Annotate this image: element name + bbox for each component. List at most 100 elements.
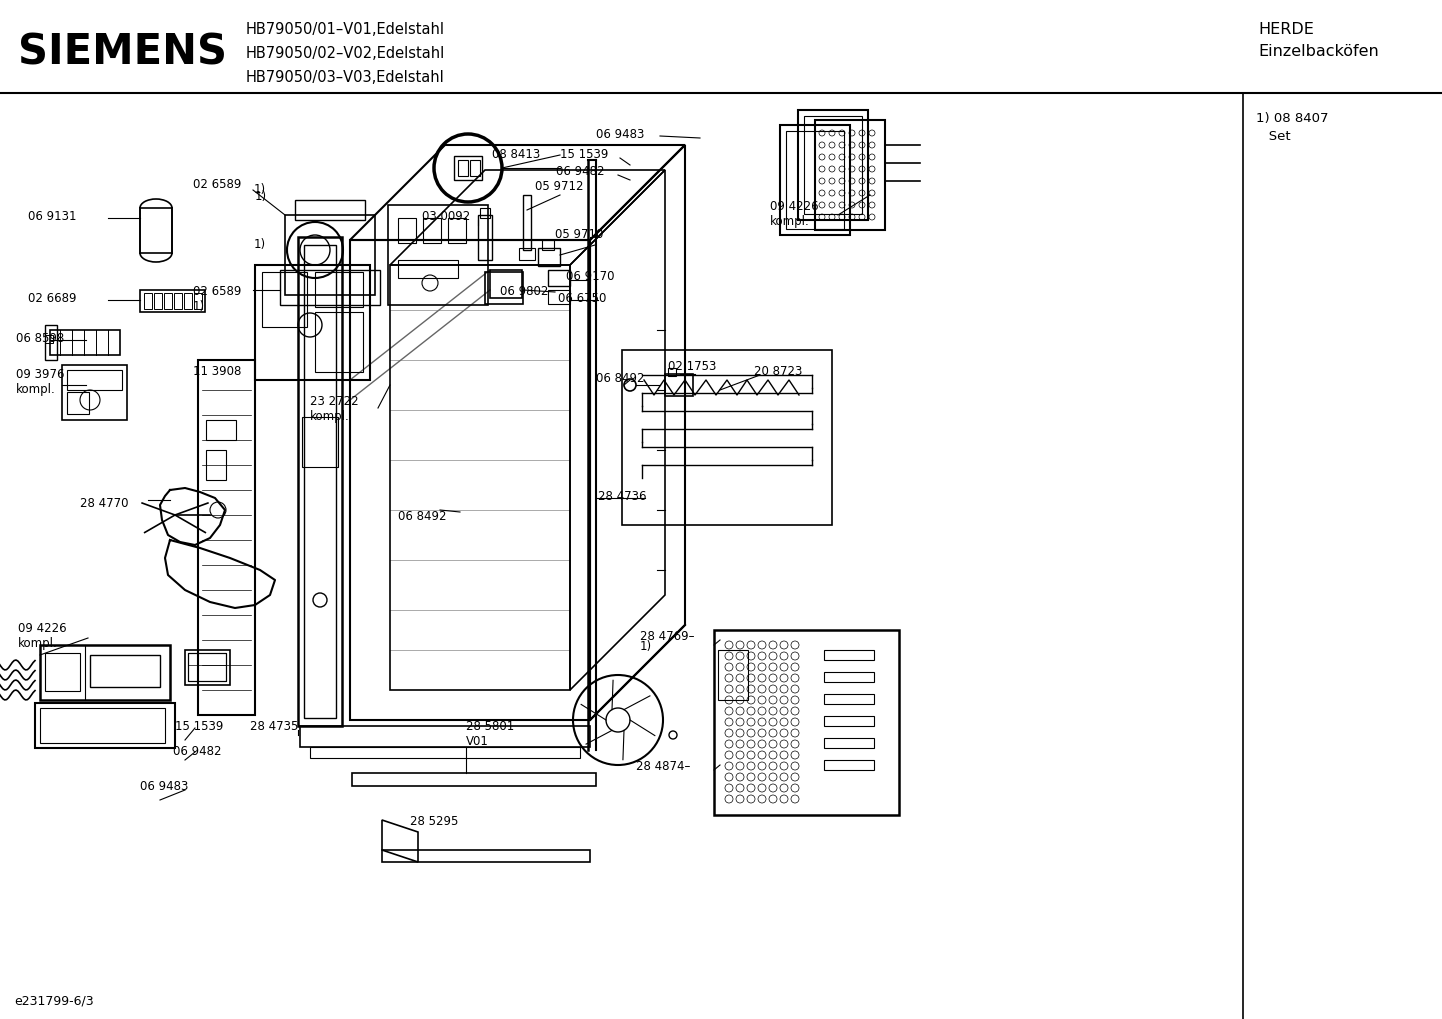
Text: 02 6589
1): 02 6589 1): [193, 285, 241, 313]
Bar: [314, 312, 363, 372]
Text: 08 8413: 08 8413: [492, 148, 541, 161]
Bar: [40, 708, 164, 743]
Bar: [714, 630, 898, 815]
Text: 06 9483: 06 9483: [596, 128, 645, 141]
Bar: [538, 248, 559, 266]
Bar: [823, 738, 874, 748]
Text: HB79050/03–V03,Edelstahl: HB79050/03–V03,Edelstahl: [247, 70, 444, 85]
Bar: [50, 330, 120, 355]
Bar: [154, 293, 162, 309]
Text: 15 1539: 15 1539: [559, 148, 609, 161]
Text: HB79050/02–V02,Edelstahl: HB79050/02–V02,Edelstahl: [247, 46, 446, 61]
Text: 09 4226
kompl.: 09 4226 kompl.: [770, 200, 819, 228]
Text: 06 8598: 06 8598: [16, 332, 65, 345]
Bar: [187, 653, 226, 681]
Bar: [398, 218, 415, 243]
Text: HB79050/01–V01,Edelstahl: HB79050/01–V01,Edelstahl: [247, 22, 446, 37]
Text: 03 0092: 03 0092: [423, 210, 470, 223]
Bar: [144, 293, 151, 309]
Bar: [823, 760, 874, 770]
Bar: [542, 240, 554, 250]
Bar: [490, 270, 522, 298]
Text: 06 9802: 06 9802: [500, 285, 548, 298]
Bar: [206, 450, 226, 480]
Bar: [548, 270, 570, 286]
Bar: [668, 368, 676, 376]
Text: Set: Set: [1256, 130, 1291, 143]
Bar: [62, 365, 127, 420]
Text: 15 1539: 15 1539: [174, 720, 224, 733]
Text: 06 8492: 06 8492: [596, 372, 645, 385]
Bar: [66, 370, 123, 390]
Bar: [459, 160, 469, 176]
Bar: [398, 260, 459, 278]
Bar: [454, 156, 482, 180]
Text: 11 3908: 11 3908: [193, 365, 241, 378]
Bar: [195, 293, 202, 309]
Bar: [255, 265, 371, 380]
Bar: [823, 650, 874, 660]
Bar: [519, 248, 535, 260]
Text: 1): 1): [254, 238, 267, 251]
Text: 02 6689: 02 6689: [27, 292, 76, 305]
Bar: [523, 195, 531, 250]
Bar: [301, 417, 337, 467]
Bar: [140, 208, 172, 253]
Text: 20 8723: 20 8723: [754, 365, 802, 378]
Bar: [280, 270, 381, 305]
Text: 06 8492: 06 8492: [398, 510, 447, 523]
Text: 06 9131: 06 9131: [27, 210, 76, 223]
Bar: [823, 694, 874, 704]
Text: 28 5801
V01: 28 5801 V01: [466, 720, 515, 748]
Text: 05 9710: 05 9710: [555, 228, 603, 242]
Bar: [45, 325, 58, 360]
Bar: [286, 215, 375, 294]
Bar: [470, 160, 480, 176]
Bar: [206, 420, 236, 440]
Text: 09 4226
kompl.: 09 4226 kompl.: [17, 622, 66, 650]
Bar: [388, 205, 487, 305]
Bar: [35, 703, 174, 748]
Text: 05 9712: 05 9712: [535, 180, 584, 193]
Text: HERDE: HERDE: [1257, 22, 1314, 37]
Bar: [45, 335, 53, 343]
Bar: [477, 215, 492, 260]
Text: 02 1753: 02 1753: [668, 360, 717, 373]
Bar: [187, 653, 226, 681]
Bar: [185, 293, 192, 309]
Text: 28 4735: 28 4735: [249, 720, 298, 733]
Bar: [66, 392, 89, 414]
Bar: [262, 272, 307, 327]
Text: 1): 1): [255, 190, 267, 203]
Text: 28 4736: 28 4736: [598, 490, 646, 503]
Text: SIEMENS: SIEMENS: [17, 31, 226, 73]
Text: Einzelbacköfen: Einzelbacköfen: [1257, 44, 1379, 59]
Text: 28 4770: 28 4770: [79, 497, 128, 510]
Bar: [823, 716, 874, 726]
Bar: [296, 200, 365, 220]
Text: 06 6750: 06 6750: [558, 292, 607, 305]
Bar: [485, 272, 523, 304]
Bar: [622, 350, 832, 525]
Text: 28 4874–: 28 4874–: [636, 760, 691, 773]
Bar: [174, 293, 182, 309]
Bar: [164, 293, 172, 309]
Text: 06 9482: 06 9482: [557, 165, 604, 178]
Text: 1): 1): [254, 183, 267, 196]
Bar: [423, 218, 441, 243]
Bar: [548, 290, 570, 304]
Bar: [89, 655, 160, 687]
Text: 06 9170: 06 9170: [567, 270, 614, 283]
Text: 02 6589: 02 6589: [193, 178, 241, 191]
Bar: [480, 208, 490, 218]
Text: 23 2722
kompl.: 23 2722 kompl.: [310, 395, 359, 423]
Bar: [314, 272, 363, 307]
Bar: [448, 218, 466, 243]
Text: 1): 1): [640, 640, 652, 653]
Text: e231799-6/3: e231799-6/3: [14, 994, 94, 1007]
Bar: [185, 650, 231, 685]
Text: 28 5295: 28 5295: [410, 815, 459, 828]
Bar: [45, 653, 79, 691]
Bar: [823, 672, 874, 682]
Text: 06 9482: 06 9482: [173, 745, 222, 758]
